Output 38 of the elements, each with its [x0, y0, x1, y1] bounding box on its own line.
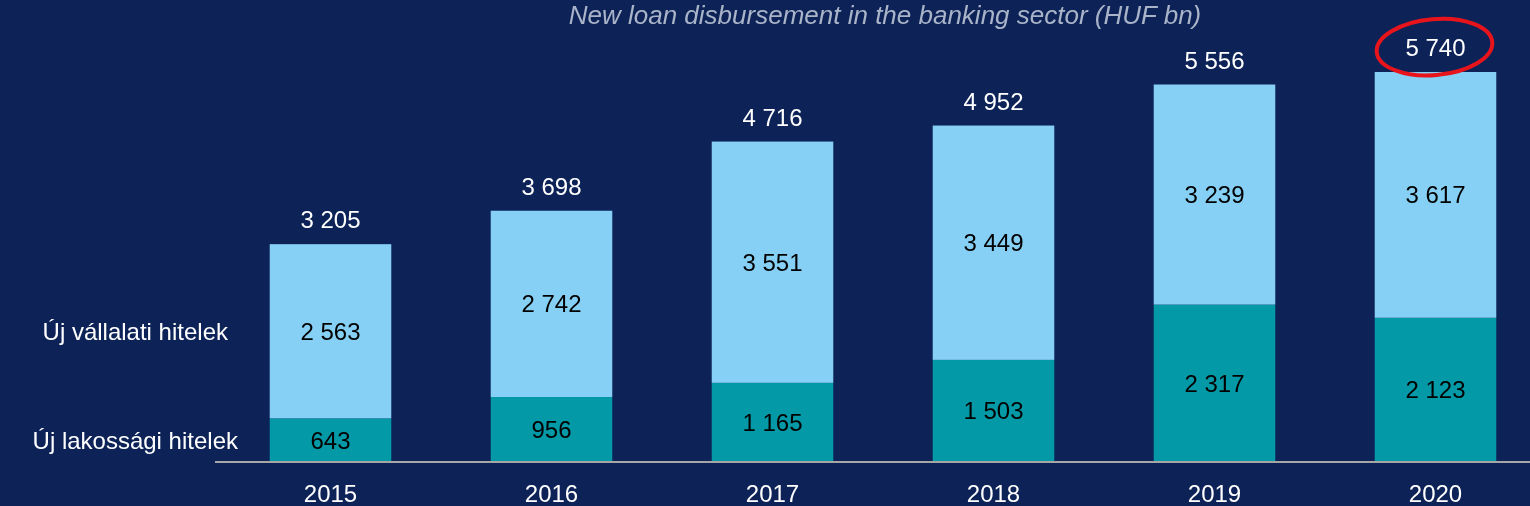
data-label: 2 742	[521, 290, 582, 318]
total-label: 5 556	[1184, 46, 1245, 74]
data-label: 956	[531, 415, 572, 443]
x-tick-label: 2017	[745, 480, 800, 506]
data-label: 3 449	[963, 229, 1024, 257]
data-label: 643	[310, 426, 351, 454]
total-label: 4 952	[963, 87, 1024, 115]
bar	[269, 244, 392, 419]
x-tick-label: 2020	[1408, 480, 1463, 506]
bar	[490, 397, 613, 462]
bar	[269, 418, 392, 462]
total-label: 5 740	[1405, 34, 1466, 61]
data-label: 2 317	[1184, 369, 1245, 397]
bar	[1374, 317, 1497, 462]
series-label: Új lakossági hitelek	[32, 426, 239, 454]
x-tick-label: 2015	[303, 480, 358, 506]
x-tick-label: 2019	[1187, 480, 1242, 506]
total-label: 3 205	[300, 206, 361, 234]
bar	[711, 141, 834, 383]
bar	[1153, 84, 1276, 305]
data-label: 1 165	[742, 408, 803, 436]
data-label: 3 617	[1405, 181, 1466, 209]
x-tick-label: 2016	[524, 480, 579, 506]
chart-title: New loan disbursement in the banking sector (HUF bn)	[568, 0, 1202, 30]
data-label: 1 503	[963, 397, 1024, 425]
series-label: Új vállalati hitelek	[42, 317, 229, 345]
bar	[1153, 304, 1276, 462]
data-label: 2 123	[1405, 376, 1466, 404]
data-label: 3 551	[742, 248, 803, 276]
bar	[932, 359, 1055, 462]
bar	[711, 382, 834, 462]
total-label: 4 716	[742, 103, 803, 131]
total-label: 3 698	[521, 172, 582, 200]
bar	[490, 210, 613, 398]
data-label: 2 563	[300, 317, 361, 345]
data-label: 3 239	[1184, 180, 1245, 208]
bar	[932, 125, 1055, 360]
x-tick-label: 2018	[966, 480, 1021, 506]
